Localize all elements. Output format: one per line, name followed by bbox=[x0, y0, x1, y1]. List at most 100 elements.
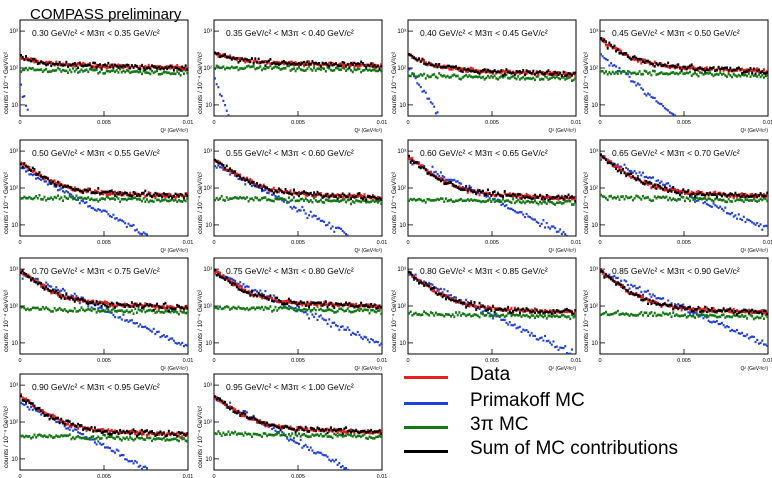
data-bin bbox=[25, 274, 28, 278]
threepi-bin bbox=[67, 434, 70, 437]
sum-bin bbox=[689, 64, 692, 68]
data-bin bbox=[289, 189, 292, 193]
sum-bin bbox=[699, 191, 702, 194]
threepi-bin bbox=[107, 308, 110, 312]
primakoff-bin bbox=[512, 208, 515, 212]
primakoff-bin bbox=[503, 318, 506, 322]
primakoff-bin bbox=[620, 165, 623, 168]
threepi-bin bbox=[441, 313, 444, 317]
sum-bin bbox=[451, 65, 454, 69]
threepi-bin bbox=[668, 72, 671, 76]
threepi-bin bbox=[764, 197, 767, 201]
threepi-bin bbox=[316, 67, 319, 70]
data-bin bbox=[157, 66, 160, 70]
threepi-bin bbox=[542, 77, 545, 81]
primakoff-bin bbox=[125, 458, 128, 461]
sum-bin bbox=[478, 72, 481, 75]
sum-bin bbox=[43, 61, 46, 65]
sum-bin bbox=[254, 184, 257, 188]
sum-bin bbox=[361, 197, 364, 201]
sum-bin bbox=[176, 193, 179, 197]
sum-bin bbox=[117, 302, 120, 306]
sum-bin bbox=[424, 168, 427, 172]
primakoff-bin bbox=[658, 181, 661, 185]
data-bin bbox=[166, 194, 169, 198]
threepi-bin bbox=[345, 200, 348, 204]
threepi-bin bbox=[645, 70, 648, 73]
threepi-bin bbox=[151, 199, 154, 203]
threepi-bin bbox=[46, 70, 49, 74]
sum-bin bbox=[742, 71, 745, 74]
data-bin bbox=[235, 172, 238, 176]
threepi-bin bbox=[73, 197, 76, 201]
sum-bin bbox=[684, 190, 686, 194]
threepi-bin bbox=[309, 67, 312, 71]
data-bin bbox=[601, 271, 604, 275]
threepi-bin bbox=[299, 197, 302, 201]
threepi-bin bbox=[124, 70, 127, 74]
threepi-bin bbox=[346, 67, 349, 71]
sum-bin bbox=[700, 67, 703, 71]
threepi-bin bbox=[356, 308, 359, 311]
threepi-bin bbox=[149, 436, 152, 440]
threepi-bin bbox=[655, 73, 658, 76]
data-bin bbox=[762, 192, 765, 197]
threepi-bin bbox=[348, 198, 351, 201]
primakoff-bin bbox=[224, 275, 227, 278]
threepi-bin bbox=[137, 197, 140, 201]
data-bin bbox=[124, 302, 127, 306]
primakoff-bin bbox=[140, 325, 143, 328]
threepi-bin bbox=[365, 67, 368, 71]
data-bin bbox=[547, 72, 550, 76]
threepi-bin bbox=[92, 198, 95, 202]
threepi-bin bbox=[525, 76, 528, 80]
sum-bin bbox=[618, 282, 621, 286]
data-bin bbox=[326, 303, 329, 307]
threepi-bin bbox=[503, 74, 506, 78]
data-bin bbox=[350, 194, 353, 198]
primakoff-bin bbox=[63, 425, 66, 428]
threepi-bin bbox=[652, 199, 655, 202]
threepi-bin bbox=[640, 73, 643, 76]
primakoff-bin bbox=[28, 173, 31, 176]
data-bin bbox=[689, 66, 692, 70]
threepi-bin bbox=[560, 314, 563, 317]
threepi-bin bbox=[77, 198, 80, 201]
data-bin bbox=[107, 302, 110, 306]
y-tick-label: 10³ bbox=[589, 267, 598, 273]
sum-bin bbox=[30, 278, 33, 282]
data-bin bbox=[56, 293, 59, 297]
threepi-bin bbox=[458, 77, 461, 81]
threepi-bin bbox=[518, 313, 521, 317]
sum-bin bbox=[237, 287, 240, 291]
primakoff-bin bbox=[176, 342, 179, 345]
threepi-bin bbox=[694, 71, 697, 75]
threepi-bin bbox=[640, 198, 643, 201]
threepi-bin bbox=[620, 312, 623, 316]
sum-bin bbox=[660, 64, 663, 68]
data-bin bbox=[156, 431, 159, 435]
sum-bin bbox=[667, 304, 670, 308]
sum-bin bbox=[697, 305, 700, 309]
sum-bin bbox=[470, 301, 473, 305]
primakoff-bin bbox=[36, 277, 39, 281]
threepi-bin bbox=[436, 76, 439, 80]
threepi-bin bbox=[53, 436, 56, 439]
threepi-bin bbox=[697, 197, 700, 201]
sum-bin bbox=[675, 306, 678, 310]
primakoff-bin bbox=[376, 341, 379, 344]
threepi-bin bbox=[423, 199, 426, 202]
sum-bin bbox=[746, 309, 749, 313]
threepi-bin bbox=[517, 314, 520, 317]
threepi-bin bbox=[85, 197, 88, 201]
threepi-bin bbox=[237, 305, 240, 309]
panel-title: 0.60 GeV/c² < M3π < 0.65 GeV/c² bbox=[420, 148, 548, 158]
data-bin bbox=[125, 192, 128, 197]
threepi-bin bbox=[658, 196, 661, 199]
sum-bin bbox=[647, 59, 650, 63]
sum-bin bbox=[532, 69, 535, 73]
sum-bin bbox=[252, 294, 255, 297]
threepi-bin bbox=[492, 76, 494, 79]
primakoff-bin bbox=[137, 325, 140, 328]
threepi-bin bbox=[483, 200, 486, 204]
